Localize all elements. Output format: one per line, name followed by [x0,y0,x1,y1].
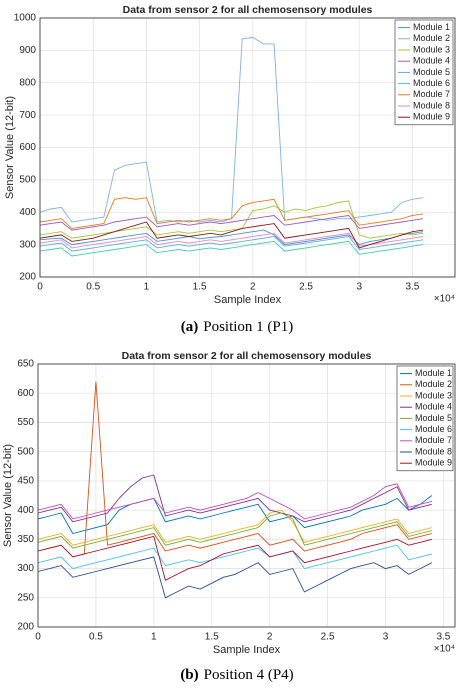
x-tick-label: 3.5 [436,632,450,643]
series-line [39,197,424,229]
series-line [39,200,424,239]
y-tick-label: 650 [17,359,34,370]
x-tick-label: 1.5 [205,632,219,643]
x-exponent: ×10⁴ [434,294,455,305]
y-tick-label: 500 [17,446,34,457]
x-tick-label: 0 [37,282,43,293]
x-exponent: ×10⁴ [434,644,455,655]
y-tick-label: 500 [19,175,36,186]
x-tick-label: 2.5 [299,282,313,293]
y-tick-label: 1000 [14,13,37,24]
x-tick-label: 3 [383,632,389,643]
series-line [39,232,424,249]
chart-title: Data from sensor 2 for all chemosensory … [122,350,372,362]
legend-label: Module 9 [413,112,450,122]
y-axis-label: Sensor Value (12-bit) [4,96,16,199]
series-line [37,474,432,523]
series-line [39,240,424,257]
x-tick-label: 2.5 [321,632,335,643]
y-tick-label: 800 [19,77,36,88]
caption-label: (a) [181,319,199,335]
legend-label: Module 6 [413,78,450,88]
plot-area [38,364,455,627]
y-tick-label: 250 [17,592,34,603]
y-tick-label: 400 [17,505,34,516]
y-tick-label: 600 [17,388,34,399]
legend-label: Module 7 [415,435,452,445]
x-tick-label: 1 [151,632,157,643]
series-line [39,215,424,231]
y-axis-label: Sensor Value (12-bit) [2,444,14,547]
y-tick-label: 200 [17,622,34,633]
caption-text: Position 1 (P1) [203,319,293,335]
series-line [37,556,433,599]
legend-label: Module 4 [415,402,452,412]
caption: (b) Position 4 (P4) [180,667,293,683]
x-tick-label: 3 [356,282,362,293]
legend-label: Module 4 [413,56,450,66]
y-tick-label: 350 [17,534,34,545]
legend-label: Module 5 [415,413,452,423]
series-line [37,381,432,558]
legend-label: Module 6 [415,424,452,434]
legend-label: Module 2 [413,33,450,43]
y-tick-label: 600 [19,142,36,153]
series-line [37,535,432,581]
series-line [39,229,424,246]
legend-label: Module 1 [415,368,452,378]
series-line [37,495,433,535]
legend-label: Module 8 [415,446,452,456]
caption-label: (b) [180,667,198,683]
y-tick-label: 300 [19,239,36,250]
y-tick-label: 450 [17,476,34,487]
legend-label: Module 3 [413,44,450,54]
legend-label: Module 7 [413,89,450,99]
y-tick-label: 700 [19,110,36,121]
series-line [39,221,424,249]
x-tick-label: 3.5 [405,282,419,293]
plot-border [39,17,456,278]
y-tick-label: 550 [17,417,34,428]
y-tick-label: 300 [17,563,34,574]
x-tick-label: 2 [250,282,256,293]
x-tick-label: 0.5 [86,282,100,293]
legend-label: Module 1 [413,22,450,32]
series-line [37,483,432,520]
chart-title: Data from sensor 2 for all chemosensory … [123,4,373,16]
x-tick-label: 1.5 [193,282,207,293]
y-tick-label: 200 [19,272,36,283]
x-tick-label: 0.5 [89,632,103,643]
series-line [39,236,424,252]
caption-text: Position 4 (P4) [204,667,294,683]
x-tick-label: 0 [35,632,41,643]
series-line [37,509,432,546]
x-axis-label: Sample Index [213,644,281,656]
y-tick-label: 900 [19,45,36,56]
series-line [37,512,432,549]
caption: (a) Position 1 (P1) [181,319,294,335]
legend-label: Module 5 [413,67,450,77]
y-tick-label: 400 [19,207,36,218]
series-line [37,544,432,570]
legend-label: Module 9 [415,458,452,468]
legend-label: Module 8 [413,100,450,110]
x-axis-label: Sample Index [214,294,282,306]
legend-label: Module 2 [415,379,452,389]
legend-label: Module 3 [415,390,452,400]
x-tick-label: 1 [144,282,150,293]
x-tick-label: 2 [267,632,273,643]
plot-border [37,363,456,628]
